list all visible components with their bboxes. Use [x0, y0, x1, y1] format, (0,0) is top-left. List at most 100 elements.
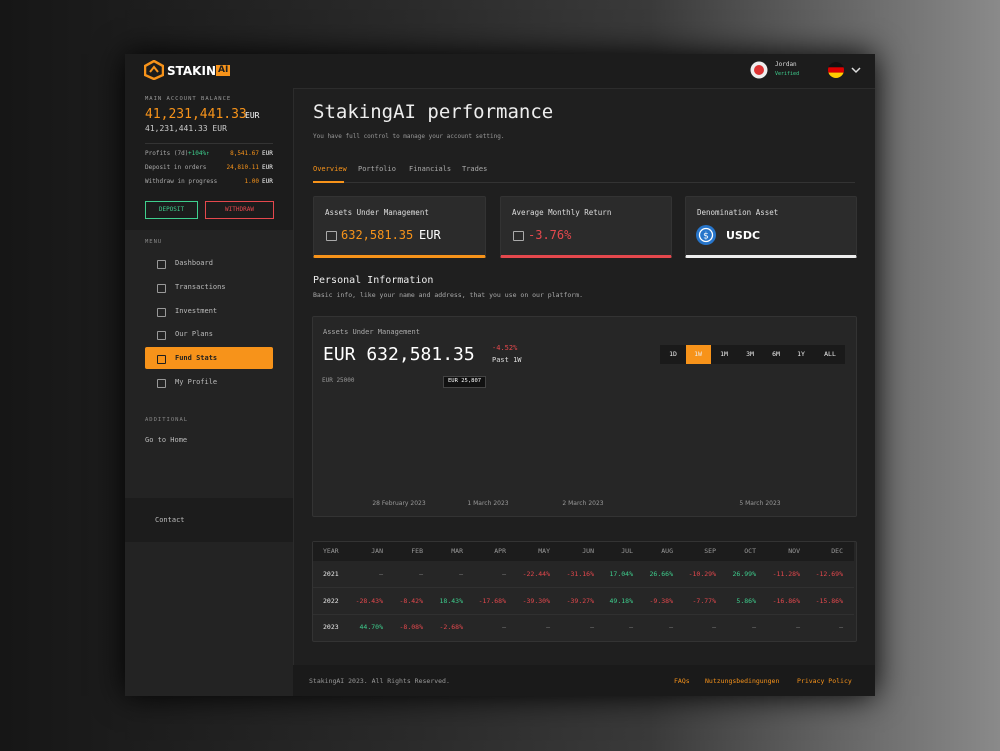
range-button[interactable]: 1D — [669, 350, 677, 358]
tab[interactable]: Portfolio — [358, 165, 396, 173]
section-title: Personal Information — [313, 275, 434, 286]
table-cell: -11.28% — [772, 570, 800, 578]
card-label: Assets Under Management — [325, 208, 429, 217]
x-tick-label: 5 March 2023 — [739, 500, 781, 507]
card-label: Average Monthly Return — [512, 208, 612, 217]
logo-badge: AI — [216, 65, 231, 76]
card-currency: EUR — [419, 228, 441, 242]
svg-text:$: $ — [703, 232, 709, 242]
range-button[interactable]: 1Y — [797, 350, 805, 358]
menu-item[interactable]: Transactions — [175, 282, 226, 291]
card-icon — [326, 231, 337, 241]
stat-currency: EUR — [262, 178, 273, 185]
tab[interactable]: Overview — [313, 165, 347, 173]
top-bar — [125, 54, 875, 89]
contact-link[interactable]: Contact — [155, 516, 185, 524]
table-header: NOV — [788, 547, 800, 555]
table-cell: – — [546, 623, 550, 631]
user-status: Verified — [775, 71, 800, 77]
tab[interactable]: Trades — [462, 165, 488, 173]
tab[interactable]: Financials — [409, 165, 452, 173]
table-cell: 18.43% — [439, 596, 463, 605]
table-cell: -9.38% — [649, 596, 673, 605]
range-button[interactable]: 6M — [772, 350, 780, 358]
row-divider — [313, 614, 854, 615]
footer — [293, 665, 875, 696]
withdraw-button[interactable]: WITHDRAW — [205, 201, 274, 219]
range-button[interactable]: 1M — [720, 350, 728, 358]
menu-item[interactable]: Investment — [175, 306, 218, 315]
menu-item[interactable]: Dashboard — [175, 259, 213, 267]
stat-currency: EUR — [262, 150, 273, 157]
chart-headline: EUR 632,581.35 — [323, 344, 475, 365]
table-header: SEP — [704, 547, 716, 555]
table-header: APR — [494, 547, 506, 555]
stat-value: 1.00 — [244, 178, 259, 185]
card-icon — [513, 231, 524, 241]
footer-link[interactable]: FAQs — [674, 677, 690, 685]
table-cell: -15.86% — [815, 596, 843, 605]
stat-card — [313, 196, 486, 258]
table-cell: -39.30% — [522, 596, 550, 605]
table-cell: 2022 — [323, 596, 339, 605]
range-button[interactable]: ALL — [824, 350, 836, 358]
menu-icon — [157, 355, 166, 365]
table-cell: – — [419, 570, 423, 578]
row-divider — [313, 587, 854, 588]
section-subtitle: Basic info, like your name and address, … — [313, 291, 584, 299]
table-cell: – — [590, 623, 594, 631]
table-header: YEAR — [323, 547, 339, 555]
language-select[interactable] — [827, 62, 867, 78]
card-label: Denomination Asset — [697, 208, 779, 217]
table-cell: – — [712, 623, 716, 631]
menu-icon — [157, 307, 166, 317]
range-button[interactable]: 3M — [746, 350, 754, 358]
menu-icon — [157, 283, 166, 293]
table-cell: -12.69% — [815, 570, 843, 578]
footer-link[interactable]: Privacy Policy — [797, 677, 852, 685]
y-tick-label: EUR 25000 — [322, 377, 355, 384]
range-active — [686, 345, 711, 364]
card-value: USDC — [726, 229, 761, 242]
stat-card — [685, 196, 857, 258]
page-subtitle: You have full control to manage your acc… — [313, 133, 505, 140]
menu-item[interactable]: Our Plans — [175, 330, 213, 339]
table-cell: -39.27% — [566, 596, 594, 605]
footer-link[interactable]: Nutzungsbedingungen — [705, 677, 780, 685]
table-header: FEB — [411, 547, 423, 555]
table-cell: 26.66% — [649, 570, 673, 578]
menu-icon — [157, 331, 166, 341]
table-cell: – — [796, 623, 800, 631]
table-cell: 49.18% — [609, 596, 633, 605]
x-tick-label: 28 February 2023 — [372, 500, 426, 507]
menu-icon — [157, 260, 166, 269]
table-cell: 5.86% — [736, 596, 756, 605]
table-cell: – — [502, 623, 506, 631]
menu-item[interactable]: Fund Stats — [175, 354, 218, 363]
menu-item[interactable]: My Profile — [175, 378, 218, 386]
table-cell: – — [629, 623, 633, 631]
balance-currency: EUR — [245, 111, 260, 120]
table-header: MAR — [451, 547, 463, 555]
stat-currency: EUR — [262, 164, 273, 171]
table-header: MAY — [538, 547, 550, 555]
additional-link[interactable]: Go to Home — [145, 436, 188, 444]
table-cell: – — [459, 570, 463, 578]
table-cell: 2023 — [323, 623, 339, 631]
deposit-button[interactable]: DEPOSIT — [145, 201, 198, 219]
range-button[interactable]: 1W — [694, 350, 702, 358]
menu-active-bg — [145, 347, 273, 370]
menu-icon — [157, 379, 166, 388]
table-cell: – — [839, 623, 843, 631]
table-cell: -17.68% — [478, 596, 506, 605]
copyright: StakingAI 2023. All Rights Reserved. — [309, 677, 450, 685]
table-cell: -22.44% — [522, 570, 550, 578]
table-cell: – — [669, 623, 673, 631]
table-cell: -7.77% — [692, 596, 716, 605]
table-cell: -31.16% — [566, 570, 594, 578]
page-title: StakingAI performance — [313, 101, 554, 123]
table-cell: 44.70% — [359, 623, 383, 631]
tab-underline — [313, 181, 344, 183]
usdc-icon: $ — [696, 225, 716, 245]
stat-label: Deposit in orders — [145, 164, 207, 171]
